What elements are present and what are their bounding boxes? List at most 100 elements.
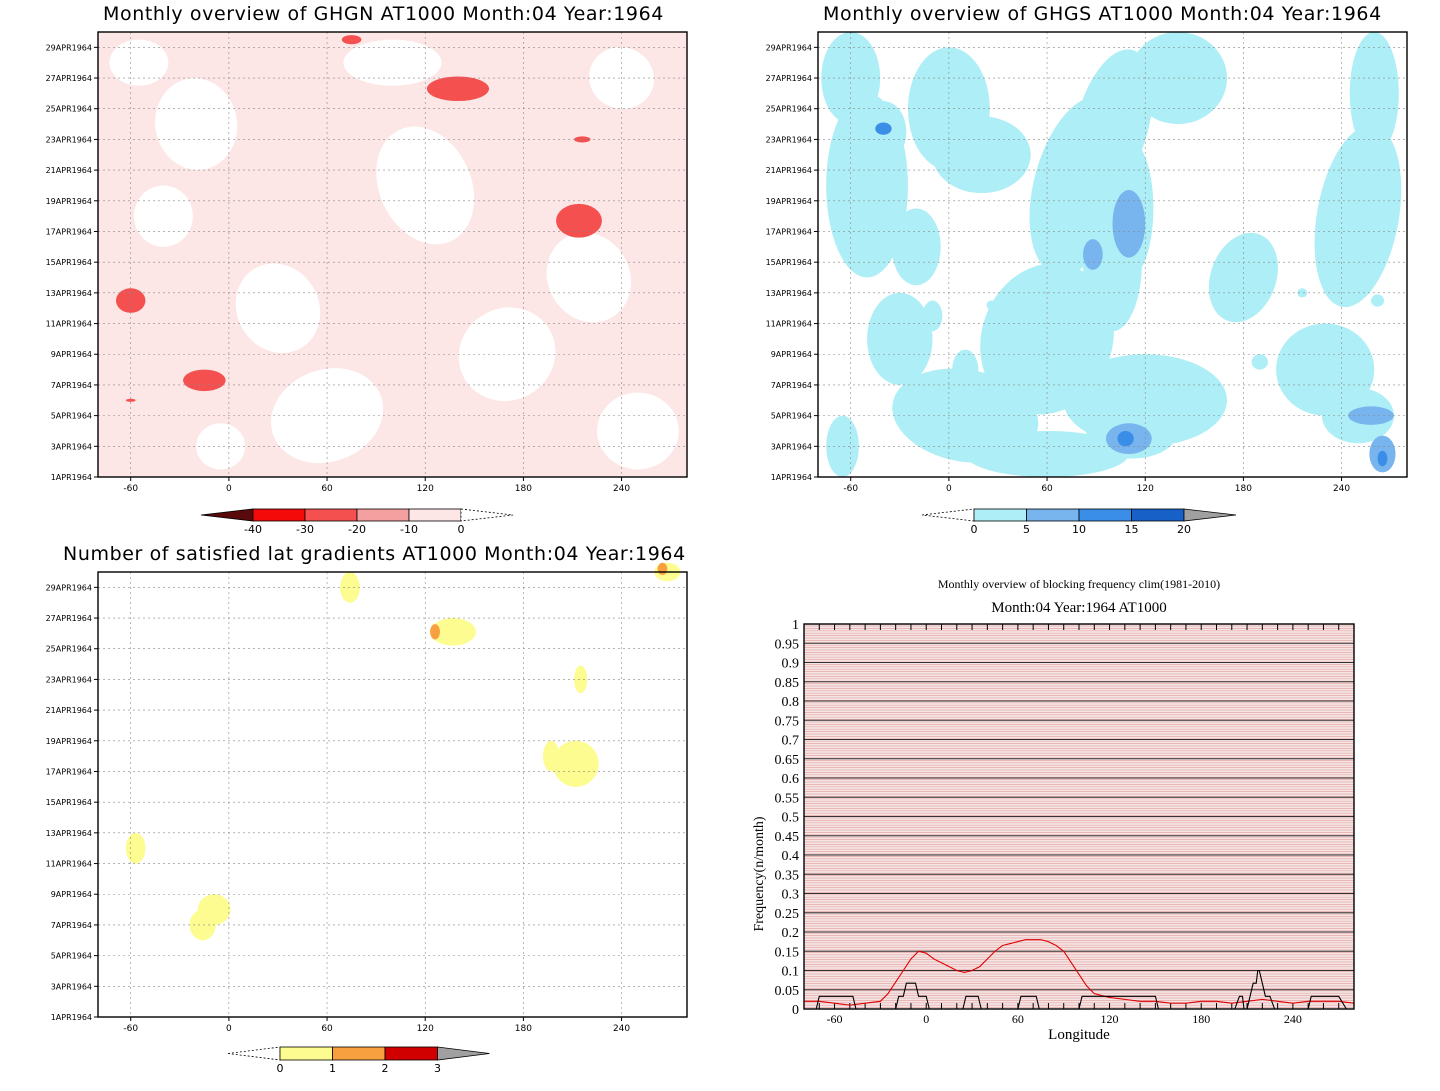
y-tick-label: 27APR1964 [766, 74, 812, 83]
y-tick-label: 3APR1964 [771, 442, 812, 451]
colorbar-segment [1131, 508, 1185, 522]
base-contour [458, 307, 556, 402]
base-contour [867, 292, 933, 385]
base-contour [1128, 32, 1228, 125]
contour-patch [430, 624, 440, 640]
ghgn-panel: Monthly overview of GHGN AT1000 Month:04… [0, 0, 720, 540]
colorbar-label: -30 [296, 523, 314, 536]
colorbar-segment [1078, 508, 1132, 522]
x-tick-label: 60 [321, 1024, 333, 1034]
blocking-frequency-line-chart: Monthly overview of blocking frequency c… [752, 577, 1355, 1043]
y-tick-label: 9APR1964 [51, 350, 92, 359]
x-tick-label: 120 [417, 484, 434, 494]
y-tick-label: 5APR1964 [771, 412, 812, 421]
colorbar-label: -40 [244, 523, 262, 536]
y-tick-label: 0.55 [775, 791, 800, 806]
x-tick-label: 0 [946, 484, 952, 494]
y-tick-label: 21APR1964 [766, 166, 812, 175]
y-tick-label: 21APR1964 [46, 166, 92, 175]
contour-patch [1137, 157, 1147, 168]
y-tick-label: 0.85 [775, 676, 800, 691]
y-tick-label: 1APR1964 [51, 473, 92, 482]
contour-patch [1366, 116, 1383, 148]
x-tick-label: 180 [515, 484, 532, 494]
y-tick-label: 0.3 [782, 888, 800, 903]
contour-patch [1083, 239, 1103, 270]
y-tick-label: 11APR1964 [46, 320, 92, 329]
colorbar-label: 0 [458, 523, 465, 536]
y-tick-label: 0.2 [782, 926, 800, 941]
base-contour [546, 232, 632, 323]
y-tick-label: 29APR1964 [766, 43, 812, 52]
y-tick-label: 25APR1964 [766, 105, 812, 114]
y-tick-label: 7APR1964 [771, 381, 812, 390]
contour-patch [125, 832, 146, 864]
contour-patch [922, 300, 943, 332]
y-tick-label: 11APR1964 [46, 860, 92, 869]
contour-patch [189, 909, 216, 941]
y-axis-label: Frequency(n/month) [752, 816, 767, 931]
contour-patch [952, 74, 979, 112]
colorbar-segment [973, 508, 1027, 522]
contour-patch [1112, 190, 1146, 258]
y-tick-label: 3APR1964 [51, 982, 92, 991]
colorbar-arrow-right [437, 1046, 490, 1061]
y-tick-label: 0.6 [782, 772, 800, 787]
x-tick-label: 240 [613, 1024, 630, 1034]
lat-gradients-panel: Number of satisfied lat gradients AT1000… [0, 540, 720, 1091]
colorbar-segment [304, 508, 358, 522]
y-tick-label: 0.75 [775, 714, 800, 729]
x-tick-label: 240 [1284, 1012, 1302, 1026]
colorbar-label: 15 [1125, 523, 1139, 536]
contour-patch [574, 136, 591, 143]
y-tick-label: 21APR1964 [46, 706, 92, 715]
x-tick-label: 0 [226, 1024, 232, 1034]
contour-patch [430, 618, 476, 646]
x-tick-label: 240 [1333, 484, 1350, 494]
colorbar-label: 1 [329, 1062, 336, 1075]
ghgs-panel: Monthly overview of GHGS AT1000 Month:04… [720, 0, 1440, 540]
colorbar-segment [408, 508, 462, 522]
colorbar-segment [252, 508, 306, 522]
colorbar-label: 20 [1177, 523, 1191, 536]
y-tick-label: 0.1 [782, 965, 800, 980]
colorbar-segment [1026, 508, 1080, 522]
chart-title: Monthly overview of GHGN AT1000 Month:04… [103, 3, 664, 25]
base-contour [597, 392, 679, 470]
y-tick-label: 0.45 [775, 830, 800, 845]
base-contour [270, 368, 384, 464]
y-tick-label: 13APR1964 [46, 289, 92, 298]
y-tick-label: 15APR1964 [46, 798, 92, 807]
contour-patch [1351, 229, 1372, 249]
contour-patch [1297, 288, 1308, 298]
y-tick-label: 19APR1964 [46, 197, 92, 206]
y-tick-label: 29APR1964 [46, 583, 92, 592]
x-tick-label: -60 [843, 484, 858, 494]
x-tick-label: 60 [1041, 484, 1053, 494]
blocking-frequency-panel: Monthly overview of blocking frequency c… [720, 540, 1440, 1091]
colorbar-label: 0 [971, 523, 978, 536]
y-tick-label: 17APR1964 [766, 227, 812, 236]
contour-patch [875, 122, 892, 135]
series-line [804, 939, 1355, 1006]
contour-patch [1377, 450, 1388, 467]
colorbar-label: -20 [348, 523, 366, 536]
y-tick-label: 25APR1964 [46, 645, 92, 654]
plot-frame [803, 623, 1355, 1010]
x-tick-label: 240 [613, 484, 630, 494]
contour-patch [1117, 430, 1134, 447]
colorbar-arrow-left [200, 508, 254, 522]
y-tick-label: 13APR1964 [46, 829, 92, 838]
y-tick-label: 5APR1964 [51, 952, 92, 961]
colorbar-segment [332, 1046, 386, 1061]
base-contour [891, 208, 941, 286]
y-tick-label: 27APR1964 [46, 614, 92, 623]
y-tick-label: 7APR1964 [51, 381, 92, 390]
colorbar-arrow-left [227, 1046, 281, 1061]
y-tick-label: 25APR1964 [46, 105, 92, 114]
base-contour [155, 78, 238, 170]
contour-patch [125, 398, 136, 402]
y-tick-label: 27APR1964 [46, 74, 92, 83]
contour-patch [657, 562, 668, 576]
base-contour [376, 126, 475, 245]
